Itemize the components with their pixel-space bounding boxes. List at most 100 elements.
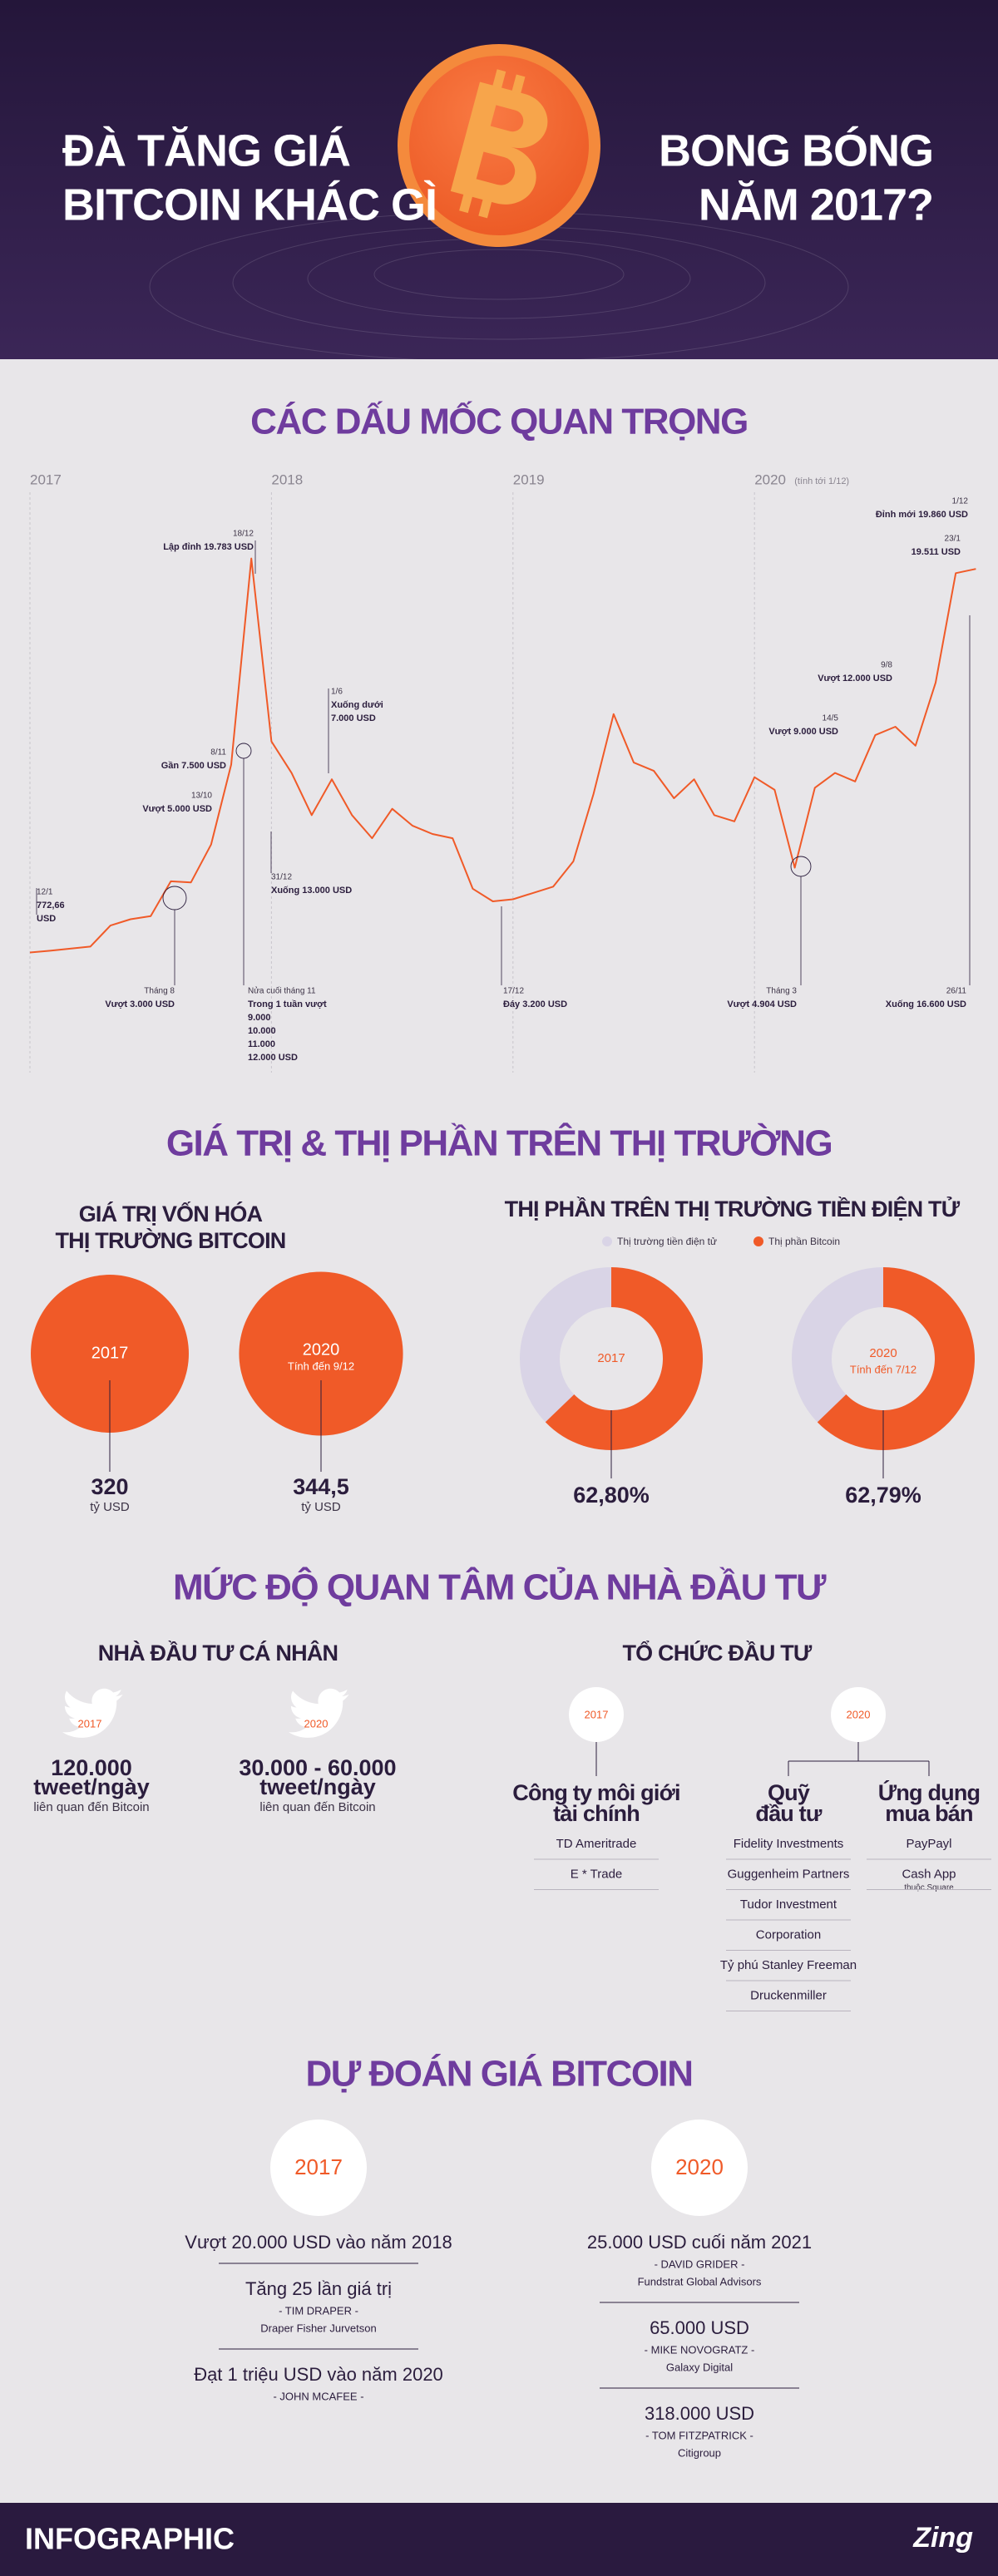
annotation-text: Tháng 8 <box>144 987 175 996</box>
annotation-text: Vượt 4.904 USD <box>727 999 797 1009</box>
forecast-claim: Tăng 25 lần giá trị <box>245 2278 392 2299</box>
x-tick-note: (tính tới 1/12) <box>794 476 849 486</box>
annotation-text: 13/10 <box>191 792 212 801</box>
institution: TD Ameritrade <box>556 1837 637 1851</box>
annotation-text: 7.000 USD <box>331 713 376 723</box>
column-label: Ứng dụng <box>878 1779 980 1805</box>
annotation-text: Đáy 3.200 USD <box>503 999 567 1009</box>
footer-background <box>0 2503 998 2576</box>
year-circle <box>569 1687 624 1742</box>
highlight-circle <box>790 856 812 877</box>
value-label: 344,5 <box>293 1474 349 1499</box>
forecast-author: - TOM FITZPATRICK - <box>645 2429 753 2441</box>
institution: E * Trade <box>571 1867 623 1881</box>
forecast-claim: Đạt 1 triệu USD vào năm 2020 <box>194 2364 443 2385</box>
forecast-org: Citigroup <box>678 2446 721 2459</box>
annotation-text: USD <box>37 914 56 924</box>
chart-title: THỊ PHẦN TRÊN THỊ TRƯỜNG TIỀN ĐIỆN TỬ <box>505 1195 961 1221</box>
header-title: NĂM 2017? <box>699 180 933 229</box>
institution: Tudor Investment <box>740 1897 837 1912</box>
institution: thuộc Square <box>904 1883 954 1893</box>
annotation-text: 1/12 <box>952 497 969 506</box>
annotation-text: 26/11 <box>946 987 967 996</box>
legend-swatch <box>602 1236 612 1246</box>
annotation-text: Vượt 3.000 USD <box>105 999 175 1009</box>
legend-label: Thị trường tiền điện tử <box>617 1236 717 1247</box>
unit-label: tỷ USD <box>301 1500 341 1514</box>
annotation-text: Xuống 16.600 USD <box>886 999 966 1009</box>
annotation-text: Trong 1 tuần vượt <box>248 999 327 1009</box>
annotation-text: 8/11 <box>210 748 226 758</box>
header-title: BONG BÓNG <box>659 126 933 175</box>
annotation-text: 772,66 <box>37 901 65 910</box>
section-title: MỨC ĐỘ QUAN TÂM CỦA NHÀ ĐẦU TƯ <box>173 1566 827 1608</box>
year-label: 2020 <box>675 2154 724 2179</box>
annotation-text: 9/8 <box>881 661 892 670</box>
forecast-org: Draper Fisher Jurvetson <box>260 2322 376 2334</box>
forecast-org: Galaxy Digital <box>666 2361 733 2373</box>
forecast-author: - MIKE NOVOGRATZ - <box>645 2343 755 2356</box>
forecast-org: Fundstrat Global Advisors <box>638 2275 762 2287</box>
annotation-text: 1/6 <box>331 688 343 697</box>
bitcoin-coin <box>398 44 600 247</box>
forecast-claim: Vượt 20.000 USD vào năm 2018 <box>185 2232 452 2253</box>
year-label: 2020 <box>847 1708 871 1720</box>
header-title: ĐÀ TĂNG GIÁ <box>62 126 350 175</box>
donut-segment <box>817 1267 975 1450</box>
annotation-text: Xuống 13.000 USD <box>271 886 352 896</box>
twitter-icon <box>62 1688 123 1738</box>
chart-title: THỊ TRƯỜNG BITCOIN <box>55 1227 285 1253</box>
forecast-claim: 25.000 USD cuối năm 2021 <box>587 2232 812 2253</box>
footer-logo: Zing <box>912 2522 973 2554</box>
annotation-text: 11.000 <box>248 1039 275 1049</box>
year-circle <box>651 2120 748 2216</box>
bubble-note: Tính đến 9/12 <box>288 1360 354 1372</box>
subsection-title: TỔ CHỨC ĐẦU TƯ <box>622 1640 812 1666</box>
annotation-text: 12.000 USD <box>248 1053 298 1063</box>
institution: Druckenmiller <box>750 1988 827 2002</box>
institution: PayPayl <box>906 1837 951 1851</box>
legend-label: Thị phần Bitcoin <box>768 1236 840 1247</box>
institution: Corporation <box>756 1927 821 1942</box>
annotation-text: Lập đỉnh 19.783 USD <box>163 542 254 552</box>
tweet-unit: tweet/ngày <box>33 1774 150 1799</box>
annotation-text: 19.511 USD <box>912 547 961 557</box>
bubble-label: 2017 <box>91 1344 129 1362</box>
institution: Guggenheim Partners <box>728 1867 850 1881</box>
value-label: 62,79% <box>845 1483 921 1508</box>
x-tick-label: 2019 <box>513 471 545 487</box>
column-label: Công ty môi giới <box>512 1780 679 1805</box>
forecast-author: - TIM DRAPER - <box>279 2304 358 2317</box>
tweet-count: 120.000 <box>51 1755 132 1780</box>
section-title: DỰ ĐOÁN GIÁ BITCOIN <box>305 2053 692 2095</box>
donut-segment <box>545 1267 703 1450</box>
value-label: 320 <box>91 1474 128 1499</box>
chart-title: GIÁ TRỊ VỐN HÓA <box>79 1200 263 1226</box>
legend-swatch <box>753 1236 763 1246</box>
annotation-text: Đỉnh mới 19.860 USD <box>876 510 968 520</box>
annotation-text: 12/1 <box>37 888 53 897</box>
year-label: 2017 <box>585 1708 609 1720</box>
footer-brand: INFOGRAPHIC <box>25 2522 235 2556</box>
price-line <box>29 557 976 954</box>
annotation-text: 18/12 <box>233 530 254 539</box>
tweet-note: liên quan đến Bitcoin <box>259 1800 375 1814</box>
forecast-claim: 65.000 USD <box>650 2317 749 2338</box>
header-title: BITCOIN KHÁC GÌ <box>62 180 437 229</box>
institution: Tỷ phú Stanley Freeman <box>720 1958 857 1972</box>
column-label: đầu tư <box>755 1801 822 1826</box>
annotation-text: Vượt 5.000 USD <box>142 804 212 814</box>
annotation-text: 17/12 <box>503 987 524 996</box>
donut-label: 2020 <box>869 1346 897 1360</box>
section-title: GIÁ TRỊ & THỊ PHẦN TRÊN THỊ TRƯỜNG <box>166 1123 832 1164</box>
x-tick-label: 2017 <box>30 471 62 487</box>
column-label: Quỹ <box>768 1780 810 1805</box>
annotation-text: 23/1 <box>945 535 961 544</box>
annotation-text: Gần 7.500 USD <box>161 761 226 771</box>
year-circle <box>831 1687 886 1742</box>
annotation-text: Tháng 3 <box>766 987 797 996</box>
annotation-text: 9.000 <box>248 1013 271 1023</box>
year-label: 2020 <box>304 1717 329 1730</box>
coin-symbol <box>450 81 548 205</box>
